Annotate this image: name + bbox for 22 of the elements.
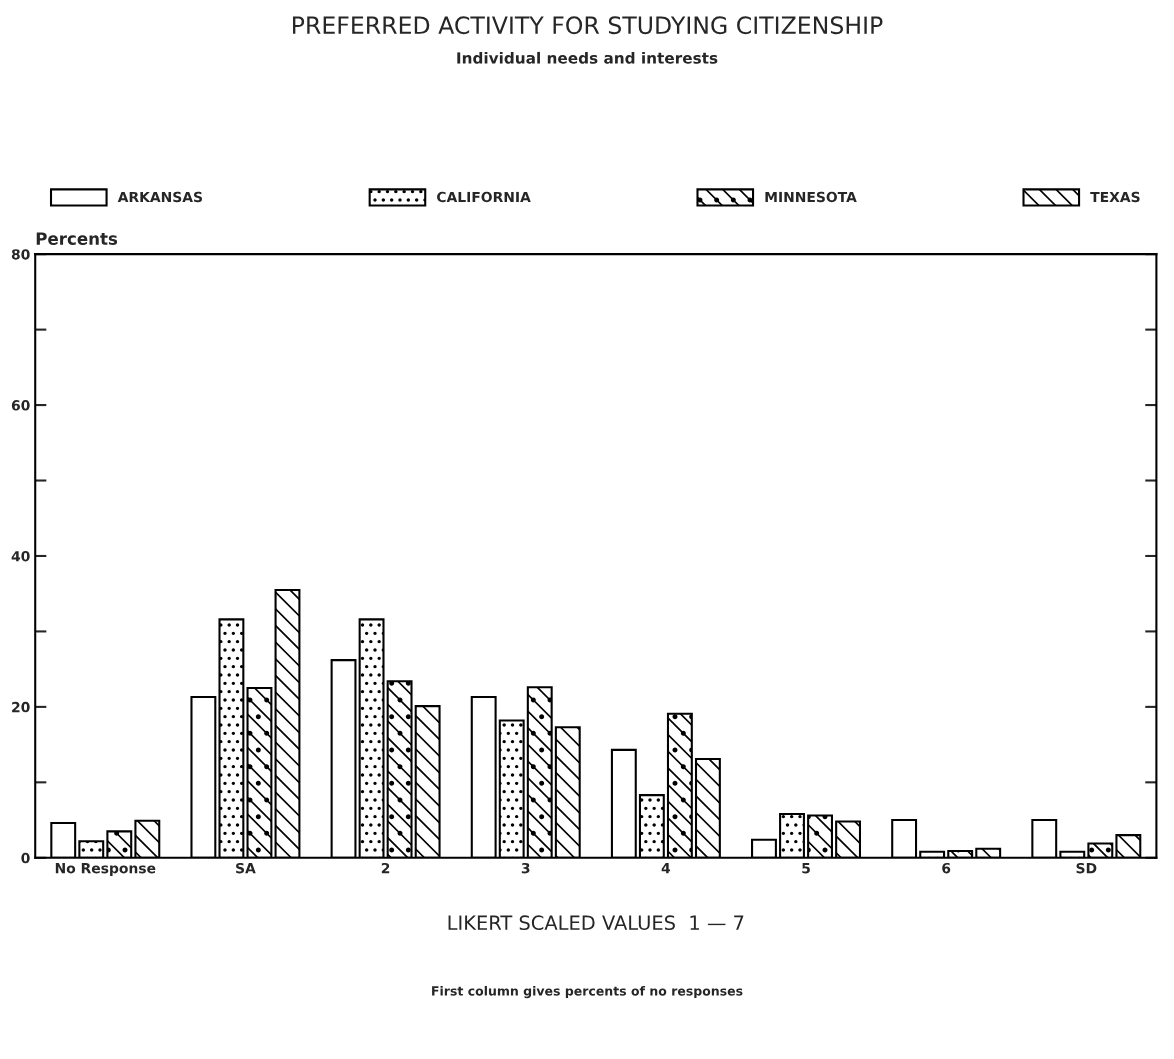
text: First column gives percents of no responses [432, 985, 743, 999]
x-tick-label: 4 [661, 863, 671, 874]
x-tick-label: 6 [942, 862, 951, 874]
chart-subtitle: Individual needs and interests [457, 51, 718, 64]
y-tick-label: 80 [11, 249, 30, 260]
y-tick-label: 20 [12, 701, 30, 713]
legend-label: CALIFORNIA [437, 191, 531, 203]
y-tick-label: 40 [11, 550, 30, 562]
y-tick-label: 60 [11, 400, 30, 411]
y-axis-title: Percents [36, 232, 118, 245]
x-tick-label: SD [1076, 862, 1097, 874]
x-axis-title: LIKERT SCALED VALUES 1 — 7 [448, 915, 744, 931]
x-tick-label: 3 [521, 862, 530, 874]
legend-label: MINNESOTA [765, 191, 857, 203]
y-tick-label: 0 [21, 852, 30, 864]
legend-label: TEXAS [1090, 191, 1140, 203]
x-tick-label: 2 [381, 862, 390, 874]
x-tick-label: SA [236, 862, 256, 874]
chart-title: PREFERRED ACTIVITY FOR STUDYING CITIZENSHIP [293, 16, 883, 35]
x-tick-label: 5 [802, 863, 810, 874]
legend-label: ARKANSAS [117, 191, 202, 203]
x-tick-label: No Response [55, 863, 156, 877]
